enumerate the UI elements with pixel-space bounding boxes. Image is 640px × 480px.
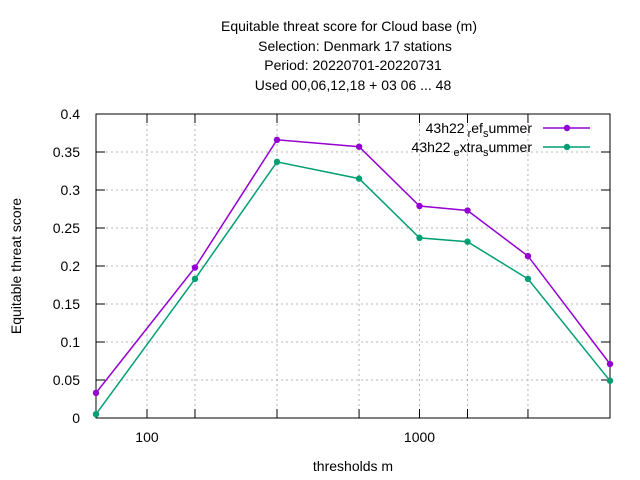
data-point <box>416 202 423 210</box>
y-tick-label: 0.15 <box>53 296 80 312</box>
legend: 43h22 refsummer 43h22 extrasummer <box>412 120 590 159</box>
y-tick-label: 0.2 <box>61 258 81 274</box>
series-line-2 <box>95 161 611 415</box>
plot-border <box>95 113 611 419</box>
data-point <box>92 389 100 397</box>
x-axis-label: thresholds m <box>313 458 393 474</box>
data-point <box>416 234 423 242</box>
data-point <box>191 275 199 283</box>
y-axis-label: Equitable threat score <box>8 198 24 334</box>
x-tick-label: 100 <box>135 429 159 445</box>
data-point <box>92 411 100 418</box>
legend-marker-1 <box>563 124 571 132</box>
y-tick-label: 0.3 <box>61 182 81 198</box>
data-point <box>606 377 614 384</box>
x-tick-label: 1000 <box>404 429 435 445</box>
y-tick-label: 0.05 <box>53 372 80 388</box>
data-point <box>464 238 471 245</box>
series-line-1 <box>95 139 611 394</box>
data-point <box>273 158 281 166</box>
x-tick-labels: 100 1000 <box>135 429 435 445</box>
legend-label-1: 43h22 refsummer <box>426 120 533 140</box>
data-point <box>273 136 281 144</box>
data-point <box>524 275 532 283</box>
y-tick-label: 0 <box>72 410 80 426</box>
legend-marker-2 <box>563 143 571 151</box>
title-line-4: Used 00,06,12,18 + 03 06 ... 48 <box>255 77 452 93</box>
data-point <box>464 207 471 214</box>
grid <box>96 114 610 418</box>
y-tick-label: 0.25 <box>53 220 80 236</box>
data-point <box>355 175 363 182</box>
title-line-2: Selection: Denmark 17 stations <box>258 38 452 54</box>
data-point <box>355 143 363 150</box>
legend-label-2: 43h22 extrasummer <box>412 139 533 159</box>
y-tick-labels: 0 0.05 0.1 0.15 0.2 0.25 0.3 0.35 0.4 <box>53 106 80 426</box>
data-point <box>191 264 199 271</box>
chart-title: Equitable threat score for Cloud base (m… <box>221 18 477 93</box>
y-tick-label: 0.35 <box>53 144 80 160</box>
title-line-3: Period: 20220701-20220731 <box>264 57 442 73</box>
y-tick-label: 0.4 <box>61 106 81 122</box>
y-tick-label: 0.1 <box>61 334 81 350</box>
data-point <box>606 360 614 368</box>
title-line-1: Equitable threat score for Cloud base (m… <box>221 18 477 34</box>
data-point <box>524 252 532 260</box>
series-group <box>92 136 614 418</box>
